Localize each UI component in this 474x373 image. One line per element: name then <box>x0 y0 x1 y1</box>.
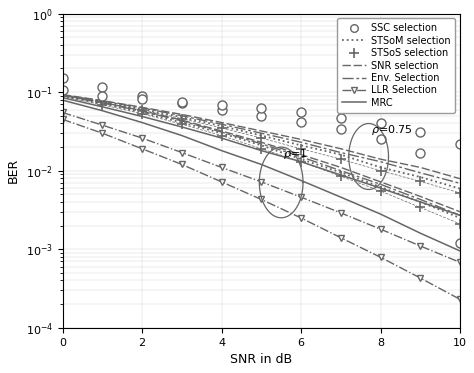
Env. Selection <box>258 141 264 146</box>
STSoM selection <box>179 120 185 125</box>
SSC selection <box>378 137 383 142</box>
STSoS selection <box>179 122 185 126</box>
STSoM selection <box>418 200 423 204</box>
MRC <box>418 231 423 235</box>
SSC selection <box>100 85 105 90</box>
SSC selection <box>258 114 264 119</box>
LLR Selection <box>219 180 224 184</box>
SNR selection <box>219 129 224 133</box>
Text: $\rho$=0.75: $\rho$=0.75 <box>371 123 412 137</box>
STSoS selection <box>219 133 224 138</box>
SSC selection <box>219 108 224 112</box>
LLR Selection <box>60 117 65 122</box>
Env. Selection <box>60 93 65 98</box>
Line: SSC selection: SSC selection <box>58 74 465 248</box>
STSoM selection <box>139 110 145 115</box>
SNR selection <box>60 93 65 97</box>
MRC <box>338 195 344 200</box>
STSoM selection <box>378 185 383 189</box>
SNR selection <box>258 140 264 144</box>
X-axis label: SNR in dB: SNR in dB <box>230 353 292 366</box>
SSC selection <box>457 241 463 245</box>
LLR Selection <box>378 255 383 260</box>
Line: STSoM selection: STSoM selection <box>63 96 460 218</box>
SNR selection <box>457 210 463 214</box>
SSC selection <box>338 127 344 131</box>
STSoS selection <box>139 112 145 116</box>
MRC <box>298 178 304 183</box>
SSC selection <box>139 94 145 98</box>
MRC <box>179 133 185 138</box>
Line: Env. Selection: Env. Selection <box>63 95 460 215</box>
SSC selection <box>298 119 304 124</box>
Line: MRC: MRC <box>63 100 460 251</box>
LLR Selection <box>258 197 264 202</box>
STSoS selection <box>60 94 65 99</box>
STSoS selection <box>338 174 344 178</box>
MRC <box>457 249 463 253</box>
STSoM selection <box>258 143 264 148</box>
LLR Selection <box>298 216 304 220</box>
SNR selection <box>179 118 185 122</box>
SNR selection <box>418 194 423 199</box>
Y-axis label: BER: BER <box>7 158 20 183</box>
Env. Selection <box>219 130 224 134</box>
Text: $\rho$=1: $\rho$=1 <box>283 147 308 160</box>
SSC selection <box>418 150 423 155</box>
Line: LLR Selection: LLR Selection <box>59 116 463 303</box>
Env. Selection <box>179 119 185 123</box>
STSoS selection <box>298 160 304 164</box>
STSoM selection <box>219 131 224 135</box>
Env. Selection <box>100 101 105 105</box>
MRC <box>219 148 224 153</box>
STSoS selection <box>457 222 463 226</box>
Env. Selection <box>298 154 304 159</box>
MRC <box>100 109 105 113</box>
LLR Selection <box>179 162 185 167</box>
LLR Selection <box>338 235 344 240</box>
LLR Selection <box>457 297 463 302</box>
SNR selection <box>378 180 383 184</box>
LLR Selection <box>100 131 105 135</box>
LLR Selection <box>418 276 423 280</box>
STSoS selection <box>258 147 264 151</box>
STSoM selection <box>60 94 65 98</box>
Env. Selection <box>139 109 145 113</box>
MRC <box>60 98 65 102</box>
Env. Selection <box>457 213 463 217</box>
SNR selection <box>139 109 145 113</box>
STSoS selection <box>378 189 383 193</box>
STSoM selection <box>457 216 463 220</box>
STSoS selection <box>100 103 105 107</box>
Line: SNR selection: SNR selection <box>63 95 460 212</box>
SSC selection <box>179 101 185 106</box>
SSC selection <box>60 76 65 81</box>
Env. Selection <box>418 197 423 202</box>
Line: STSoS selection: STSoS selection <box>58 92 465 229</box>
SNR selection <box>338 165 344 170</box>
MRC <box>378 212 383 216</box>
MRC <box>258 162 264 167</box>
LLR Selection <box>139 147 145 151</box>
Legend: SSC selection, STSoM selection, STSoS selection, SNR selection, Env. Selection, : SSC selection, STSoM selection, STSoS se… <box>337 18 455 113</box>
SNR selection <box>100 100 105 104</box>
SNR selection <box>298 153 304 157</box>
STSoM selection <box>338 170 344 175</box>
Env. Selection <box>378 182 383 186</box>
Env. Selection <box>338 169 344 173</box>
MRC <box>139 120 145 125</box>
STSoM selection <box>298 157 304 162</box>
STSoS selection <box>418 205 423 210</box>
STSoM selection <box>100 101 105 106</box>
